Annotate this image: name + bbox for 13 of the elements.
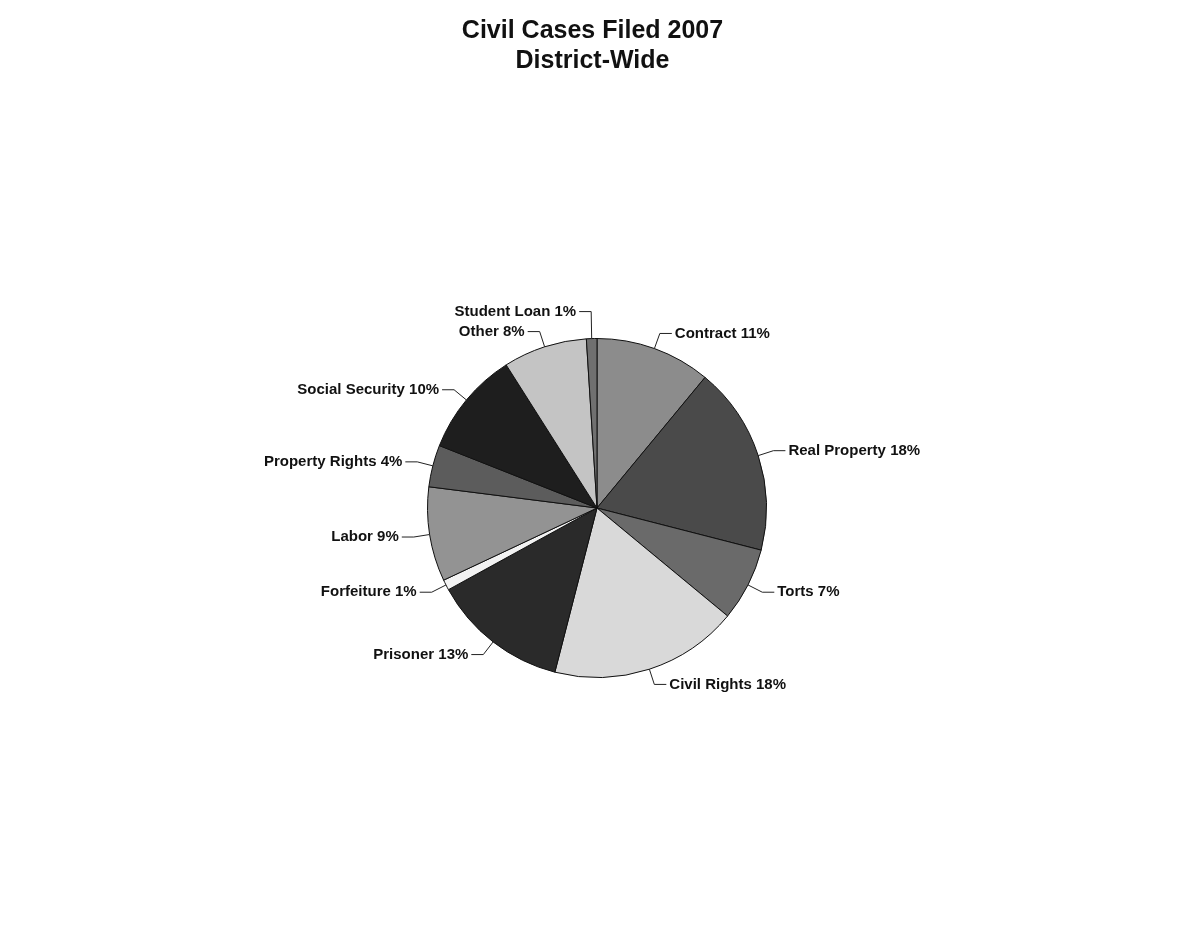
slice-label: Property Rights 4%	[263, 452, 403, 470]
slice-label: Labor 9%	[331, 527, 399, 545]
chart-subtitle: District-Wide	[514, 44, 671, 74]
slice-label: Student Loan 1%	[454, 301, 577, 319]
slice-label: Contract 11%	[674, 323, 770, 341]
slice-label: Other 8%	[458, 321, 525, 339]
slice-label: Torts 7%	[777, 582, 840, 600]
slice-label: Prisoner 13%	[373, 644, 469, 662]
slice-label: Forfeiture 1%	[320, 582, 417, 600]
slice-label: Social Security 10%	[297, 379, 440, 397]
slice-label: Real Property 18%	[788, 440, 921, 458]
slice-label: Civil Rights 18%	[669, 674, 787, 692]
chart-title: Civil Cases Filed 2007	[460, 14, 725, 44]
